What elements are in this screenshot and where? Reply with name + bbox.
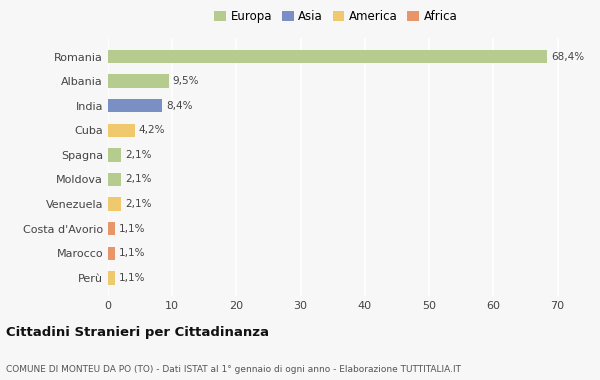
Bar <box>108 124 135 137</box>
Bar <box>108 271 115 285</box>
Bar <box>108 173 121 186</box>
Text: 9,5%: 9,5% <box>173 76 199 86</box>
Text: 2,1%: 2,1% <box>125 174 152 185</box>
Bar <box>108 197 121 211</box>
Text: 1,1%: 1,1% <box>119 273 145 283</box>
Bar <box>108 247 115 260</box>
Text: Cittadini Stranieri per Cittadinanza: Cittadini Stranieri per Cittadinanza <box>6 326 269 339</box>
Bar <box>108 50 547 63</box>
Text: 8,4%: 8,4% <box>166 101 193 111</box>
Text: 1,1%: 1,1% <box>119 248 145 258</box>
Legend: Europa, Asia, America, Africa: Europa, Asia, America, Africa <box>212 8 460 25</box>
Text: 68,4%: 68,4% <box>551 52 584 62</box>
Bar <box>108 148 121 162</box>
Text: 4,2%: 4,2% <box>139 125 166 135</box>
Text: 1,1%: 1,1% <box>119 224 145 234</box>
Bar <box>108 99 162 112</box>
Text: 2,1%: 2,1% <box>125 150 152 160</box>
Bar <box>108 74 169 88</box>
Bar <box>108 222 115 236</box>
Text: COMUNE DI MONTEU DA PO (TO) - Dati ISTAT al 1° gennaio di ogni anno - Elaborazio: COMUNE DI MONTEU DA PO (TO) - Dati ISTAT… <box>6 366 461 374</box>
Text: 2,1%: 2,1% <box>125 199 152 209</box>
